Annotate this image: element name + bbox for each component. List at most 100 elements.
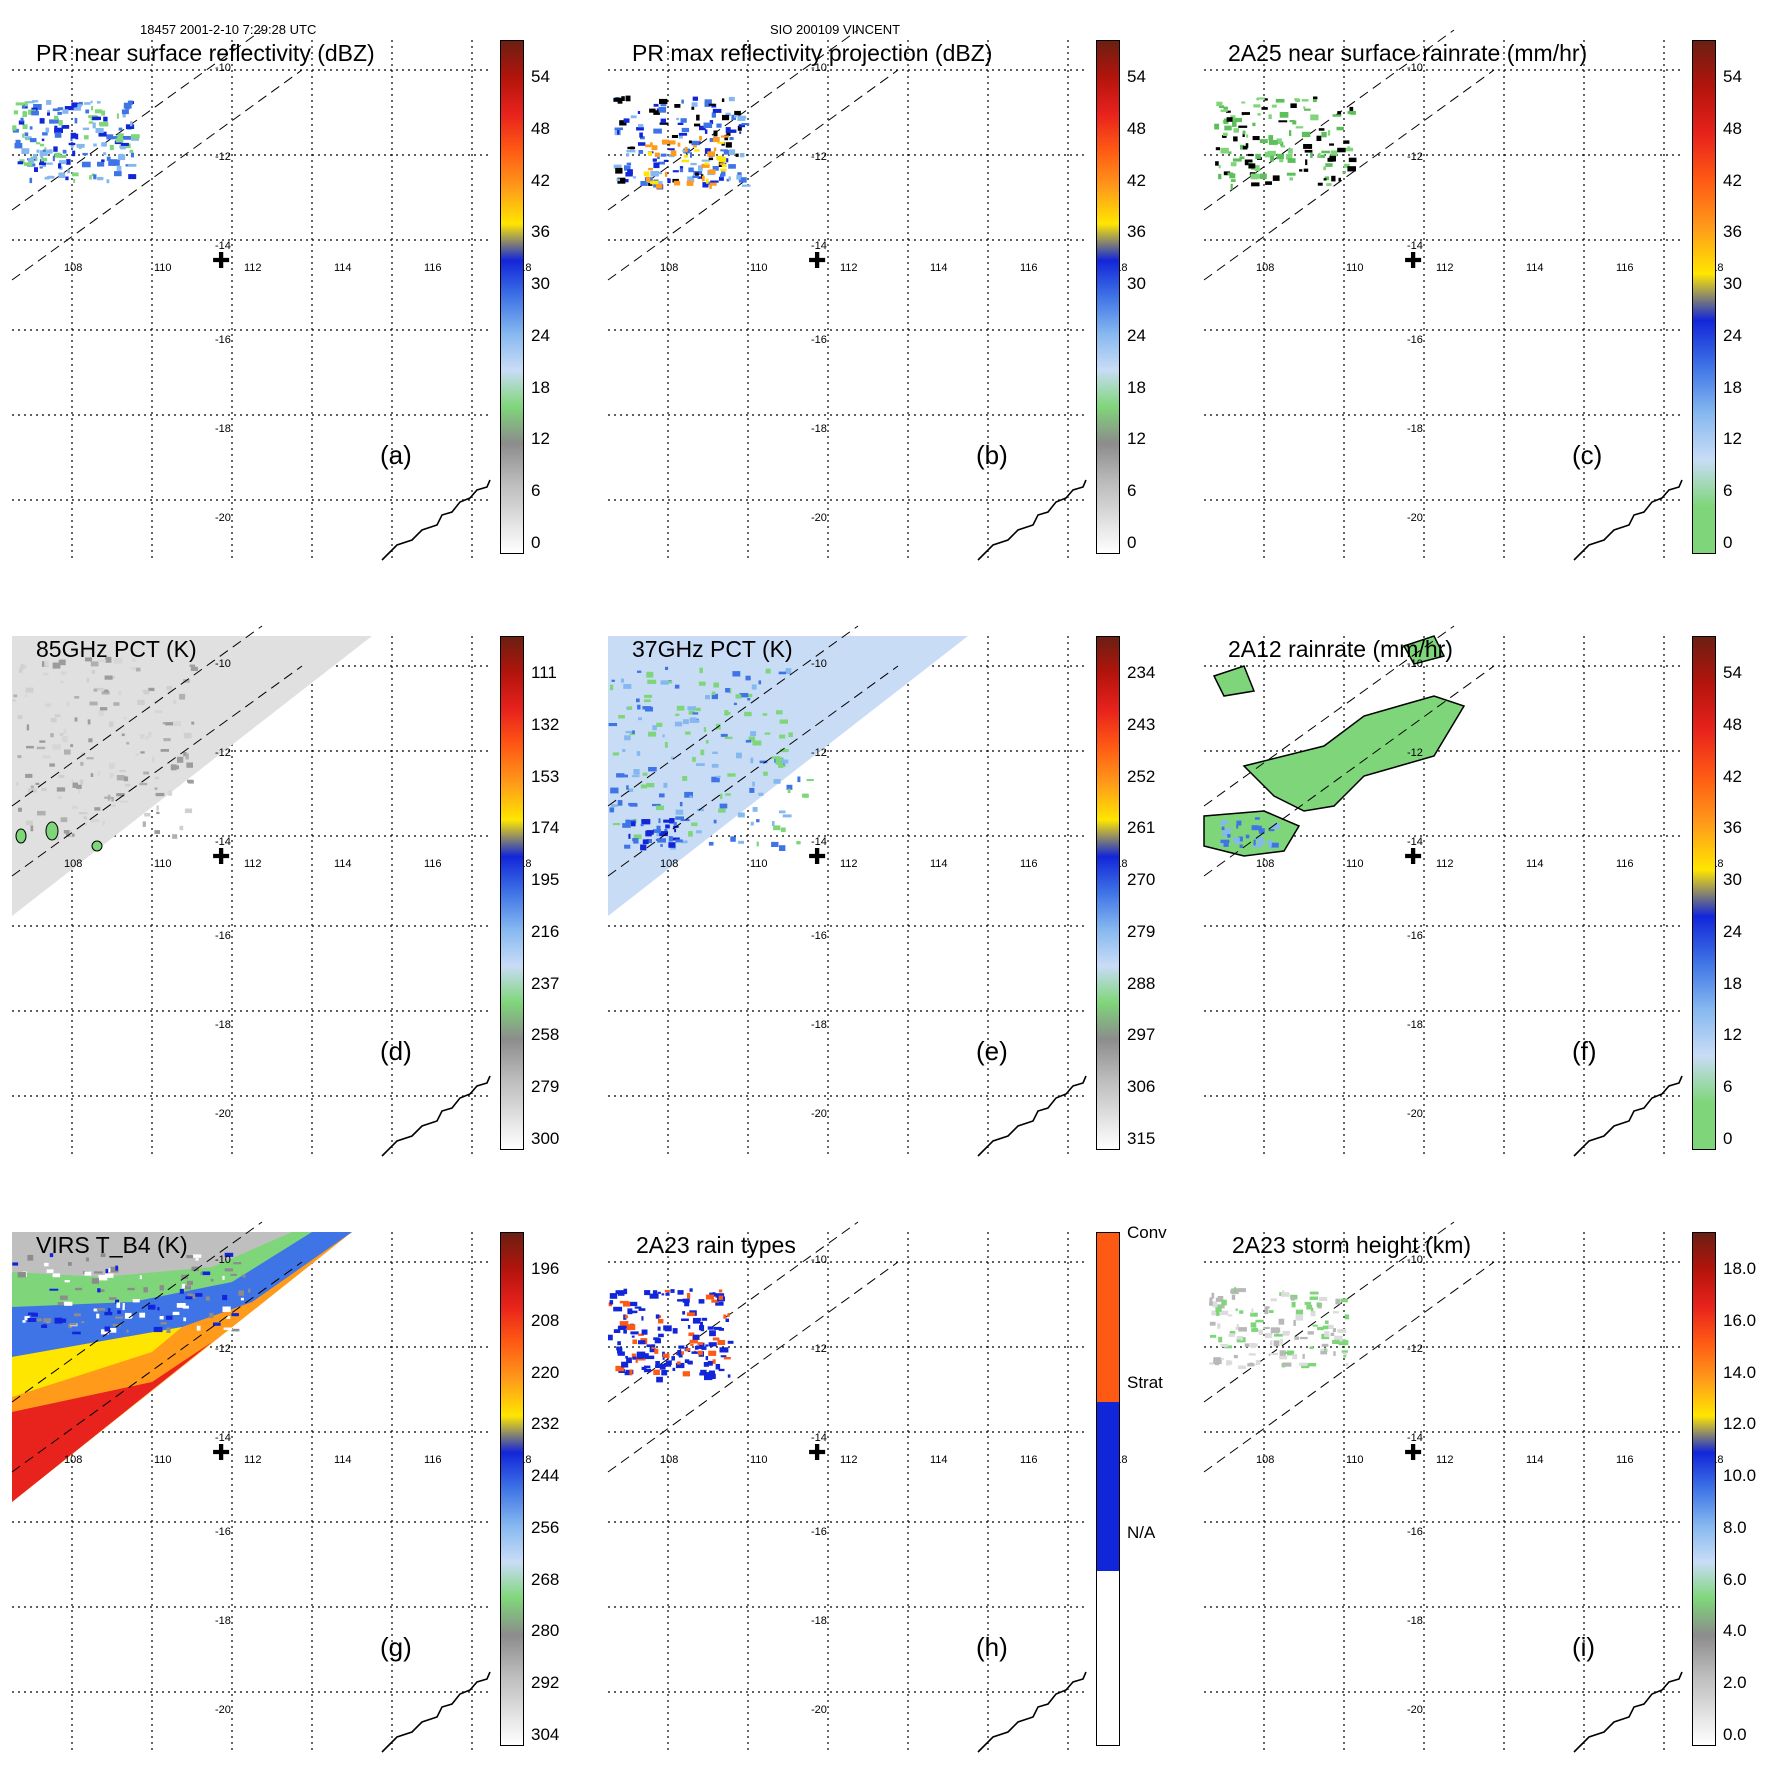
colorbar-tick-label: 234 (1127, 663, 1156, 682)
colorbar-tick-label: 48 (1723, 118, 1742, 138)
lat-tick-label: -10 (811, 658, 827, 670)
colorbar-tick-label: 12 (531, 429, 550, 449)
colorbar-tick-label: 36 (531, 222, 550, 242)
lat-tick-label: -16 (811, 1526, 827, 1538)
map-plot (11, 1221, 492, 1753)
colorbar-tick-label: 174 (531, 818, 560, 838)
colorbar-tick-label: 8.0 (1723, 1517, 1747, 1537)
panel-f: 108110112114116118-10-12-14-16-18-20✚2A1… (1203, 625, 1724, 1157)
lon-tick-label: 112 (244, 858, 262, 870)
colorbar-tick-label: 270 (1127, 870, 1156, 890)
lat-tick-label: -10 (1407, 658, 1423, 670)
colorbar-tick-label: 18 (1127, 377, 1146, 397)
lat-tick-label: -16 (1407, 334, 1423, 346)
colorbar-tick-label: 280 (531, 1621, 560, 1641)
lon-tick-label: 110 (1346, 1454, 1364, 1466)
colorbar-tick-label: 24 (1723, 921, 1742, 941)
panel-b: 108110112114116118-10-12-14-16-18-20✚PR … (607, 29, 1128, 561)
lat-tick-label: -10 (215, 658, 231, 670)
lon-tick-label: 114 (930, 858, 948, 870)
colorbar-tick-label: 256 (531, 1517, 560, 1537)
lat-tick-label: -12 (215, 151, 231, 163)
colorbar-tick-label: 12 (1723, 1025, 1742, 1045)
colorbar-tick-label: 132 (531, 714, 560, 734)
colorbar-tick-label: 258 (531, 1025, 560, 1045)
panel-title: 2A23 rain types (636, 1232, 796, 1258)
colorbar-tick-label: 24 (1723, 325, 1742, 345)
lat-tick-label: -18 (215, 423, 231, 435)
colorbar-tick-label: 16.0 (1723, 1310, 1757, 1330)
lon-tick-label: 114 (1526, 1454, 1544, 1466)
colorbar-tick-label: 54 (531, 67, 550, 86)
map-plot (1203, 1221, 1684, 1753)
colorbar (500, 1232, 524, 1746)
lat-tick-label: -20 (215, 1704, 231, 1716)
colorbar-tick-label: N/A (1127, 1523, 1156, 1542)
colorbar-tick-label: 268 (531, 1569, 560, 1589)
header-storm-name: SIO 200109 VINCENT (770, 22, 901, 37)
lon-tick-label: 112 (840, 858, 858, 870)
colorbar-tick-label: 279 (531, 1077, 560, 1097)
lon-tick-label: 112 (1436, 858, 1454, 870)
panel-title: 2A12 rainrate (mm/hr) (1228, 636, 1453, 662)
lat-tick-label: -20 (811, 512, 827, 524)
colorbar (1692, 1232, 1716, 1746)
colorbar-tick-label: 54 (1723, 67, 1742, 86)
colorbar (1692, 40, 1716, 554)
lat-tick-label: -14 (811, 836, 827, 848)
colorbar-tick-label: 14.0 (1723, 1362, 1757, 1382)
lat-tick-label: -20 (215, 1108, 231, 1120)
colorbar-tick-label: 18 (1723, 377, 1742, 397)
lat-tick-label: -20 (1407, 512, 1423, 524)
panel-c: 108110112114116118-10-12-14-16-18-20✚2A2… (1203, 29, 1724, 561)
panel-title: 2A25 near surface rainrate (mm/hr) (1228, 40, 1588, 66)
panel-i: 108110112114116118-10-12-14-16-18-20✚2A2… (1203, 1221, 1724, 1753)
colorbar-tick-label: 30 (1127, 274, 1146, 294)
lon-tick-label: 116 (1020, 858, 1038, 870)
colorbar (1096, 1232, 1120, 1746)
lat-tick-label: -14 (215, 1432, 231, 1444)
lat-tick-label: -14 (1407, 1432, 1423, 1444)
colorbar-tick-label: 36 (1723, 222, 1742, 242)
map-plot (11, 29, 492, 561)
storm-center-marker: ✚ (212, 844, 231, 869)
lat-tick-label: -20 (1407, 1108, 1423, 1120)
lat-tick-label: -16 (215, 930, 231, 942)
lat-tick-label: -10 (215, 1254, 231, 1266)
lon-tick-label: 108 (660, 858, 679, 870)
map-plot (607, 625, 1088, 1157)
colorbar-tick-label: 6.0 (1723, 1569, 1747, 1589)
header-orbit-time: 18457 2001-2-10 7:29:28 UTC (140, 22, 317, 37)
lat-tick-label: -14 (215, 240, 231, 252)
lon-tick-label: 112 (1436, 1454, 1454, 1466)
colorbar-tick-label: Conv (1127, 1223, 1167, 1242)
colorbar-tick-label: 261 (1127, 818, 1156, 838)
colorbar-tick-label: 12 (1723, 429, 1742, 449)
panel-title: PR max reflectivity projection (dBZ) (632, 40, 993, 66)
lat-tick-label: -18 (215, 1019, 231, 1031)
colorbar-tick-label: 24 (1127, 325, 1146, 345)
lon-tick-label: 112 (1436, 262, 1454, 274)
colorbar-tick-label: 42 (531, 170, 550, 190)
lat-tick-label: -14 (1407, 240, 1423, 252)
colorbar-tick-label: 36 (1723, 818, 1742, 838)
panel-title: 85GHz PCT (K) (36, 636, 197, 662)
lon-tick-label: 116 (1020, 1454, 1038, 1466)
panel-h: 108110112114116118-10-12-14-16-18-20✚2A2… (607, 1221, 1128, 1753)
colorbar-tick-label: 279 (1127, 921, 1156, 941)
colorbar-tick-label: 0 (1127, 533, 1137, 552)
colorbar (1096, 636, 1120, 1150)
lon-tick-label: 116 (1616, 262, 1634, 274)
colorbar-tick-label: 12.0 (1723, 1414, 1757, 1434)
panel-label: (a) (380, 440, 412, 470)
map-plot (607, 1221, 1088, 1753)
lon-tick-label: 114 (334, 858, 352, 870)
lat-tick-label: -14 (811, 240, 827, 252)
colorbar-tick-label: 244 (531, 1466, 560, 1486)
panel-label: (e) (976, 1036, 1008, 1066)
lat-tick-label: -16 (215, 334, 231, 346)
lon-tick-label: 110 (750, 262, 768, 274)
lat-tick-label: -18 (215, 1615, 231, 1627)
colorbar-tick-label: 48 (531, 118, 550, 138)
colorbar-tick-label: 315 (1127, 1129, 1156, 1148)
